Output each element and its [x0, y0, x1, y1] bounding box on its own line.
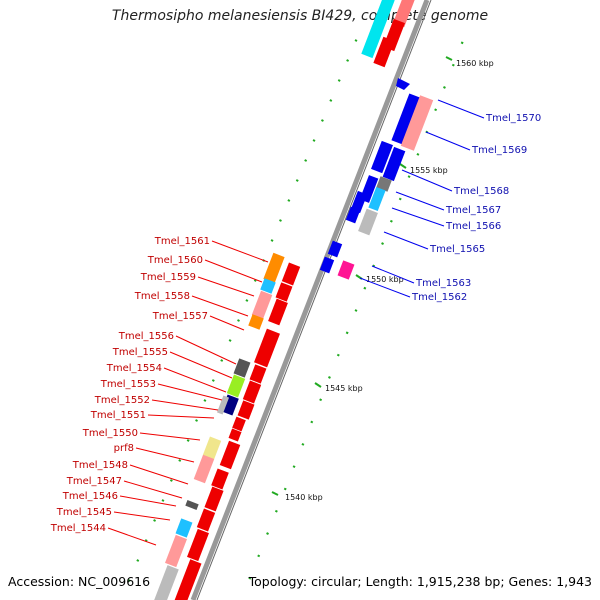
scale-dot — [257, 554, 261, 558]
tick-label: 1545 kbp — [325, 384, 363, 393]
scale-dot — [329, 99, 333, 102]
gene-label: Tmel_1550 — [82, 428, 138, 439]
scale-dot — [186, 439, 190, 442]
gene-label: Tmel_1546 — [62, 491, 118, 502]
gene-label: Tmel_1560 — [147, 255, 203, 266]
accession-text: Accession: NC_009616 — [8, 574, 151, 589]
scale-dot — [363, 286, 367, 290]
scale-dot — [127, 579, 131, 582]
scale-dot — [320, 119, 324, 122]
scale-dot — [354, 309, 358, 312]
gene-label: Tmel_1555 — [112, 347, 168, 358]
gene-label: Tmel_1566 — [445, 221, 501, 232]
scale-dot — [144, 539, 148, 542]
left-labels — [107, 240, 269, 546]
scale-dot — [270, 239, 274, 242]
tick-label: 1555 kbp — [410, 166, 448, 175]
scale-dot — [169, 479, 173, 482]
backbone — [190, 0, 432, 600]
scale-dot — [248, 576, 252, 580]
gene-label: Tmel_1568 — [453, 186, 509, 197]
gene-label: Tmel_1561 — [154, 236, 210, 247]
gene-label: Tmel_1547 — [66, 476, 122, 487]
gene-label: Tmel_1548 — [72, 460, 128, 471]
scale-dot — [237, 319, 240, 322]
scale-dot — [211, 379, 215, 382]
left-label-text: Tmel_1561 Tmel_1560 Tmel_1559 Tmel_1558 … — [50, 236, 210, 534]
gene-label: Tmel_1551 — [90, 410, 146, 421]
scale-dot — [178, 459, 182, 462]
scale-dot — [443, 86, 446, 89]
gene-label: Tmel_1554 — [106, 363, 162, 374]
scale-dot — [301, 442, 305, 446]
right-labels — [359, 99, 485, 298]
gene-label: Tmel_1552 — [94, 395, 150, 406]
scale-dot — [354, 39, 358, 42]
gene-label: Tmel_1565 — [429, 244, 485, 255]
scale-dot — [283, 487, 287, 491]
scale-dot — [312, 139, 316, 142]
scale-dot — [416, 152, 420, 156]
gene-label: Tmel_1569 — [471, 145, 527, 156]
tick-label: 1550 kbp — [366, 275, 404, 284]
scale-dot — [253, 279, 257, 282]
scale-dot — [203, 399, 207, 402]
forward-genes — [174, 0, 415, 600]
scale-dot — [304, 159, 308, 162]
topology-text: Topology: circular; Length: 1,915,238 bp… — [248, 574, 592, 589]
gene-label: Tmel_1563 — [415, 278, 471, 289]
scale-dot — [161, 499, 165, 502]
gene-label: Tmel_1556 — [118, 331, 174, 342]
scale-dot — [451, 63, 455, 67]
scale-dot — [336, 353, 340, 357]
scale-dot — [381, 242, 384, 245]
gene-label: Tmel_1557 — [152, 311, 208, 322]
scale-dot — [195, 419, 198, 422]
gene-label: Tmel_1545 — [56, 507, 112, 518]
scale-dot — [328, 376, 331, 379]
scale-dot — [274, 509, 278, 513]
scale-dot — [310, 420, 314, 424]
gene-label: Tmel_1558 — [134, 291, 190, 302]
scale-dot — [220, 359, 224, 362]
scale-dot — [346, 59, 350, 62]
scale-dot — [389, 219, 393, 223]
right-label-text: Tmel_1570 Tmel_1569 Tmel_1568 Tmel_1567 … — [411, 113, 541, 303]
scale-dot — [287, 199, 291, 202]
scale-dot — [460, 41, 464, 45]
gene-label: Tmel_1553 — [100, 379, 156, 390]
scale-dot — [245, 299, 249, 302]
scale-dot — [319, 398, 323, 402]
scale-dot — [434, 108, 438, 112]
scale-dot — [266, 532, 269, 535]
scale-dot — [292, 465, 296, 469]
gene-label: prf8 — [114, 443, 134, 454]
reverse-genes — [319, 78, 434, 280]
gene-label: Tmel_1544 — [50, 523, 106, 534]
gene-label: Tmel_1567 — [445, 205, 501, 216]
scale-dot — [136, 559, 140, 562]
scale-dot — [337, 79, 341, 82]
scale-dot — [372, 264, 376, 268]
scale-dot — [345, 331, 349, 335]
scale-dot — [398, 197, 402, 201]
scale-dot — [295, 179, 299, 182]
scale-dot — [228, 339, 232, 342]
gene-label: Tmel_1562 — [411, 292, 467, 303]
scale-dot — [279, 219, 282, 222]
scale-dot — [153, 519, 157, 522]
tick-label: 1560 kbp — [456, 59, 494, 68]
gene-label: Tmel_1559 — [140, 272, 196, 283]
other-genes — [153, 252, 285, 600]
tick-label: 1540 kbp — [285, 493, 323, 502]
scale-labels: 1560 kbp 1555 kbp 1550 kbp 1545 kbp 1540… — [271, 56, 494, 502]
scale-dot — [407, 175, 411, 179]
gene-label: Tmel_1570 — [485, 113, 541, 124]
